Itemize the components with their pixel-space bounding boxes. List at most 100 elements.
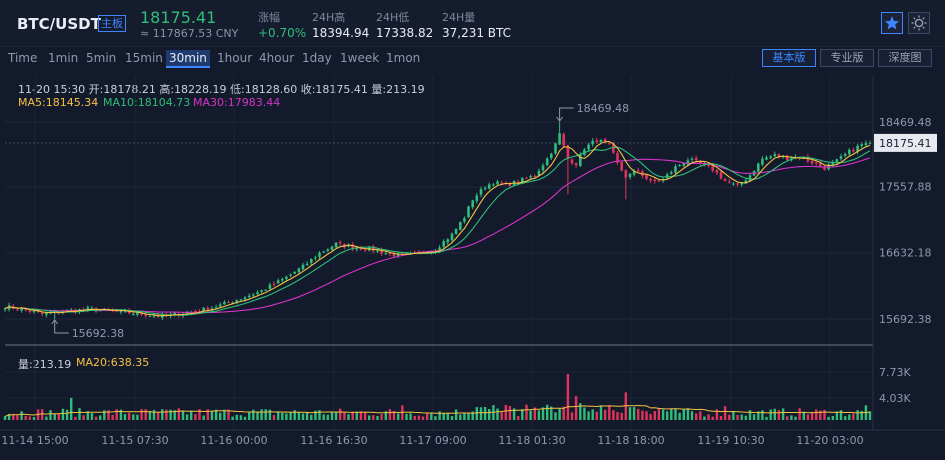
candle-body — [649, 179, 652, 181]
candle-body — [289, 274, 292, 276]
volume-bar — [190, 410, 193, 420]
kline-chart[interactable]: 18469.48 17557.88 16632.18 15692.38 18175.41… — [0, 72, 945, 460]
theme-toggle-button[interactable] — [908, 12, 930, 34]
interval-5min[interactable]: 5min — [86, 51, 117, 65]
volume-bar — [703, 416, 706, 420]
volume-bar — [347, 414, 350, 420]
candle-body — [516, 181, 520, 183]
volume-bar — [169, 409, 172, 420]
volume-bar — [500, 412, 503, 420]
volume-bar — [293, 410, 296, 420]
candle-body — [256, 292, 259, 295]
candle-body — [690, 158, 694, 160]
high-marker-label: 18469.48 — [577, 102, 630, 115]
candle-body — [24, 309, 27, 311]
candle-body — [380, 249, 383, 254]
volume-bar — [798, 408, 801, 420]
candle-body — [533, 176, 537, 177]
volume-bar — [219, 412, 222, 420]
candle-body — [670, 172, 673, 174]
candle-body — [235, 300, 239, 303]
high24-value: 18394.94 — [312, 26, 370, 40]
volume-tick-label: 4.03K — [879, 392, 911, 405]
high-marker-line — [559, 107, 574, 121]
volume-bar — [620, 412, 623, 420]
volume-bar — [392, 411, 396, 420]
volume-bar — [372, 415, 375, 420]
volume-bar — [649, 414, 652, 420]
interval-1mon[interactable]: 1mon — [386, 51, 421, 65]
volume-bar — [661, 409, 665, 420]
candle-body — [260, 290, 263, 292]
candle-body — [785, 155, 789, 161]
candle-body — [173, 312, 176, 316]
interval-1day[interactable]: 1day — [302, 51, 332, 65]
volume-bar — [769, 409, 772, 420]
candle-body — [579, 154, 582, 166]
volume-bar — [430, 413, 433, 420]
volume-bar — [53, 414, 56, 420]
candle-body — [599, 140, 603, 143]
interval-15min[interactable]: 15min — [125, 51, 163, 65]
candle-body — [363, 249, 367, 251]
volume-bar — [806, 414, 810, 420]
favorite-button[interactable] — [881, 12, 903, 34]
volume-bar — [786, 416, 789, 420]
volume-bar — [856, 410, 859, 420]
interval-1min[interactable]: 1min — [48, 51, 79, 65]
volume-bar — [463, 413, 466, 420]
volume-bar — [61, 408, 65, 420]
volume-bar — [409, 413, 412, 420]
candle-body — [132, 313, 135, 315]
candle-body — [16, 309, 19, 311]
price-tick-label: 17557.88 — [879, 181, 932, 194]
volume-bar — [248, 411, 251, 420]
candle-body — [554, 143, 557, 154]
candle-body — [616, 152, 619, 163]
candle-body — [372, 246, 375, 252]
symbol-title[interactable]: BTC/USDT — [17, 15, 101, 33]
volume-bar — [252, 409, 255, 420]
candle-body — [454, 228, 458, 234]
interval-30min[interactable]: 30min — [166, 50, 210, 68]
interval-time[interactable]: Time — [8, 51, 38, 65]
candle-body — [636, 170, 640, 172]
candle-body — [301, 264, 305, 270]
basic-view-button[interactable]: 基本版 — [762, 49, 816, 67]
candle-body — [777, 154, 781, 157]
candle-body — [392, 253, 396, 257]
volume-bar — [848, 414, 851, 420]
candle-body — [459, 222, 462, 230]
volume-bar — [603, 409, 607, 420]
candle-body — [276, 280, 280, 284]
volume-bar — [334, 412, 338, 420]
candle-body — [587, 144, 590, 150]
change-label: 涨幅 — [258, 11, 280, 24]
volume-bar — [140, 409, 143, 420]
interval-1week[interactable]: 1week — [340, 51, 380, 65]
candle-body — [765, 157, 768, 160]
last-price: 18175.41 — [140, 8, 217, 27]
candle-body — [852, 149, 855, 152]
volume-bar — [173, 410, 176, 420]
candle-body — [550, 153, 553, 159]
volume-bar — [99, 415, 102, 420]
volume-legend: 量:213.19 — [18, 358, 72, 371]
volume-bar — [794, 416, 797, 420]
candle-body — [347, 245, 350, 247]
volume-bar — [264, 409, 267, 420]
volume-bar — [707, 414, 710, 420]
pro-view-button[interactable]: 专业版 — [820, 49, 874, 67]
candle-body — [388, 253, 392, 254]
candle-body — [305, 263, 309, 266]
interval-1hour[interactable]: 1hour — [217, 51, 253, 65]
volume-bar — [777, 410, 781, 420]
candle-body — [835, 159, 839, 163]
candle-body — [310, 259, 313, 263]
candle-body — [144, 314, 147, 316]
interval-4hour[interactable]: 4hour — [259, 51, 295, 65]
depth-chart-button[interactable]: 深度图 — [878, 49, 932, 67]
volume-bar — [380, 414, 383, 420]
volume-bar — [761, 410, 764, 420]
volume-bar — [624, 392, 627, 420]
